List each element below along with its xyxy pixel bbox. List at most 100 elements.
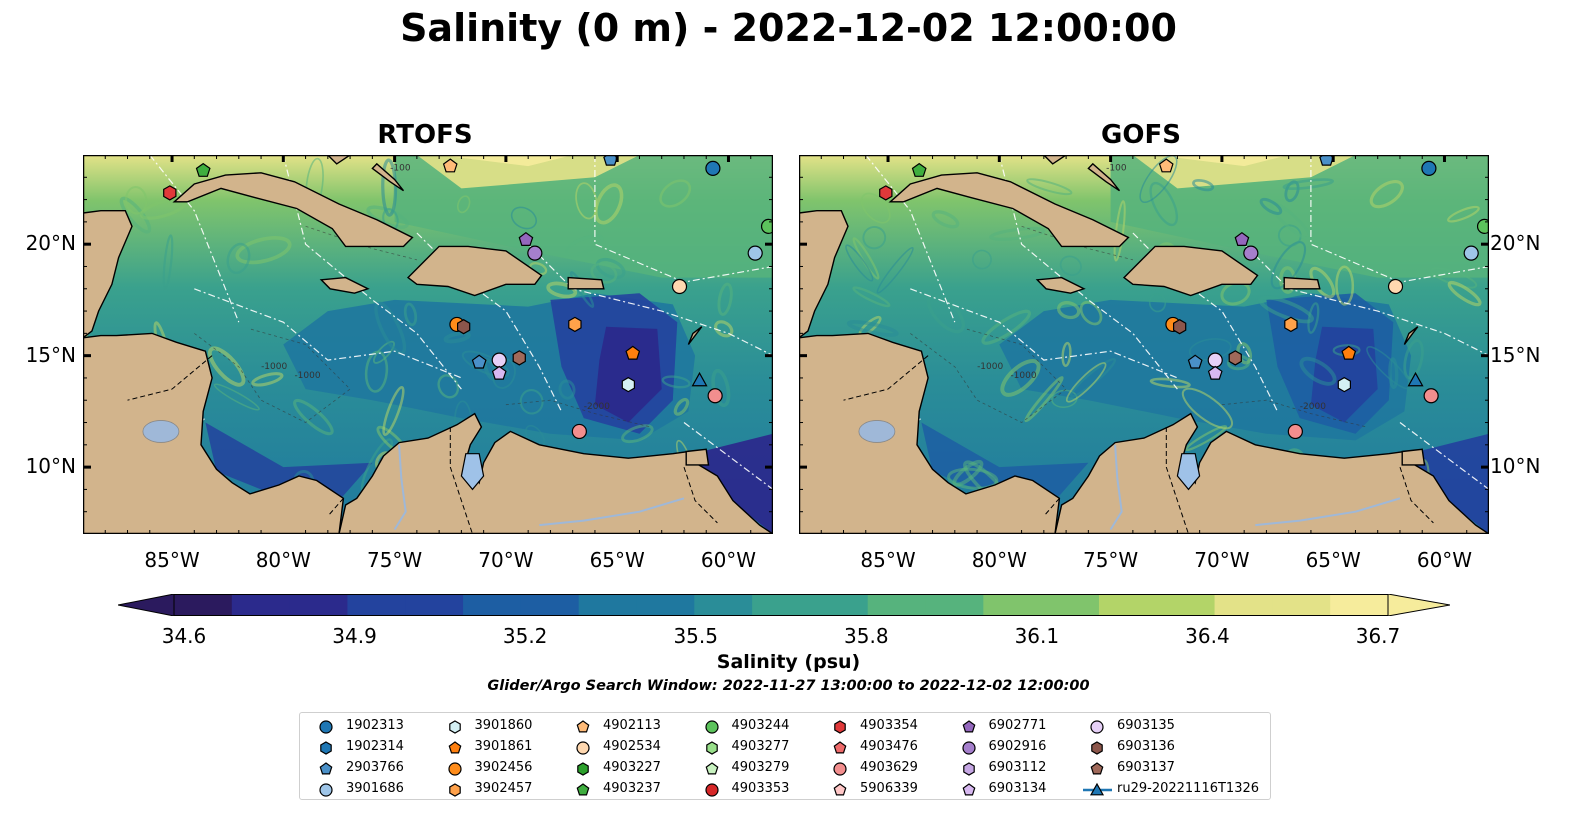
colorbar-bin: [231, 594, 291, 616]
eddy-swirl: [714, 320, 734, 338]
eez-boundary: [998, 155, 1178, 390]
colorbar-bin: [1272, 594, 1331, 616]
eddy-swirl: [673, 397, 690, 416]
contour-label: -1000: [1010, 371, 1036, 381]
eez-boundary: [1399, 422, 1489, 490]
eddy-swirl: [846, 320, 899, 337]
land-centralam: [799, 332, 1061, 534]
minimum-salinity-core: [594, 326, 662, 423]
station-marker: [1337, 376, 1352, 393]
eez-boundary: [1132, 232, 1279, 412]
country-border: [449, 427, 473, 534]
eddy-swirl: [1282, 178, 1334, 191]
station-marker: [1243, 245, 1259, 261]
colorbar-tick-label: 34.9: [332, 624, 377, 648]
legend-label: 6903137: [1117, 760, 1175, 775]
map-frame: [799, 155, 1489, 534]
eddy-swirl: [1113, 200, 1126, 262]
eddy-swirl: [558, 379, 576, 400]
longitude-tick-label: 75°W: [1082, 548, 1139, 572]
eddy-swirl: [1026, 178, 1073, 196]
gofs-panel-title: GOFS: [1101, 120, 1181, 150]
eddy-swirl: [1057, 301, 1081, 320]
salinity-colorbar: [118, 594, 1450, 616]
longitude-tick-label: 70°W: [478, 548, 534, 572]
longitude-tick-label: 80°W: [255, 548, 311, 572]
legend-label: 4903277: [731, 739, 790, 754]
station-marker: [1341, 345, 1357, 360]
legend-marker: [704, 783, 719, 797]
land-lesserant: [687, 326, 703, 345]
eddy-swirl: [564, 234, 604, 257]
colorbar-bin: [1156, 594, 1216, 616]
legend-marker: [319, 762, 333, 775]
station-marker: [911, 162, 927, 177]
longitude-tick-label: 85°W: [860, 548, 916, 572]
land-trinidad: [685, 448, 710, 466]
eddy-swirl: [989, 226, 1046, 241]
legend-marker: [705, 741, 718, 755]
eez-boundary: [1310, 155, 1489, 283]
high-salinity-patch: [416, 155, 640, 189]
colorbar-bin: [1098, 594, 1158, 616]
country-border: [1399, 466, 1434, 524]
legend-label: ru29-20221116T1326: [1117, 781, 1260, 796]
eddy-swirl: [575, 182, 598, 220]
land-lesserant: [1403, 326, 1419, 345]
legend-marker: [577, 762, 589, 776]
colorbar-bin: [694, 594, 753, 616]
colorbar-bin: [347, 594, 406, 616]
latitude-tick-label: 15°N: [1490, 342, 1541, 367]
eddy-swirl: [1270, 241, 1307, 290]
lake-maracaibo: [1176, 453, 1201, 491]
country-border: [843, 355, 929, 401]
colorbar-tick-label: 36.1: [1014, 624, 1060, 648]
latitude-tick-label: 10°N: [1490, 454, 1541, 479]
eddy-swirl: [1065, 362, 1107, 403]
eddy-swirl: [1299, 356, 1337, 386]
station-marker: [1287, 423, 1303, 440]
eddy-swirl: [293, 398, 334, 436]
latitude-tick-label: 20°N: [1490, 231, 1541, 256]
station-marker: [1187, 354, 1203, 369]
station-marker: [518, 231, 534, 247]
eddy-swirl: [456, 195, 471, 214]
station-marker: [1284, 316, 1298, 333]
country-border: [127, 355, 213, 401]
station-marker: [491, 365, 507, 380]
contour-label: -1000: [261, 362, 287, 372]
legend-marker: [1090, 720, 1104, 734]
station-marker: [568, 316, 582, 333]
colorbar-bin: [520, 594, 580, 616]
eddy-swirl: [374, 301, 407, 355]
eddy-swirl: [381, 158, 398, 217]
rtofs-panel-title: RTOFS: [377, 120, 473, 150]
eddy-swirl: [595, 257, 626, 280]
eddy-swirl: [1000, 359, 1041, 397]
station-marker: [457, 319, 471, 335]
eddy-swirl: [661, 375, 691, 389]
station-marker: [1319, 155, 1334, 166]
land-bahamas2: [371, 162, 405, 192]
longitude-tick-label: 80°W: [971, 548, 1027, 572]
eddy-swirl: [382, 385, 405, 436]
station-marker: [512, 350, 526, 366]
eddy-swirl: [1139, 155, 1178, 204]
land-hispaniola: [1122, 245, 1259, 297]
colorbar-extend-low: [118, 594, 175, 616]
legend-marker: [834, 720, 846, 734]
eddy-swirl: [437, 374, 460, 399]
eddy-swirl: [364, 350, 389, 393]
eddy-swirl: [621, 424, 654, 444]
map-frame: [83, 155, 773, 534]
legend-marker: [1091, 741, 1103, 755]
legend-label: 4903354: [860, 718, 918, 733]
legend-label: 4903353: [731, 781, 790, 796]
country-border: [327, 497, 344, 517]
colorbar-bin: [752, 594, 811, 616]
longitude-tick-label: 75°W: [366, 548, 423, 572]
eddy-swirl: [1079, 300, 1103, 326]
eddy-swirl: [443, 331, 471, 344]
legend-marker: [833, 762, 847, 776]
eddy-swirl: [1447, 280, 1482, 307]
